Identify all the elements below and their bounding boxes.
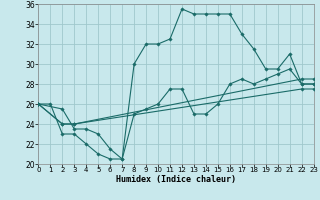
X-axis label: Humidex (Indice chaleur): Humidex (Indice chaleur) — [116, 175, 236, 184]
